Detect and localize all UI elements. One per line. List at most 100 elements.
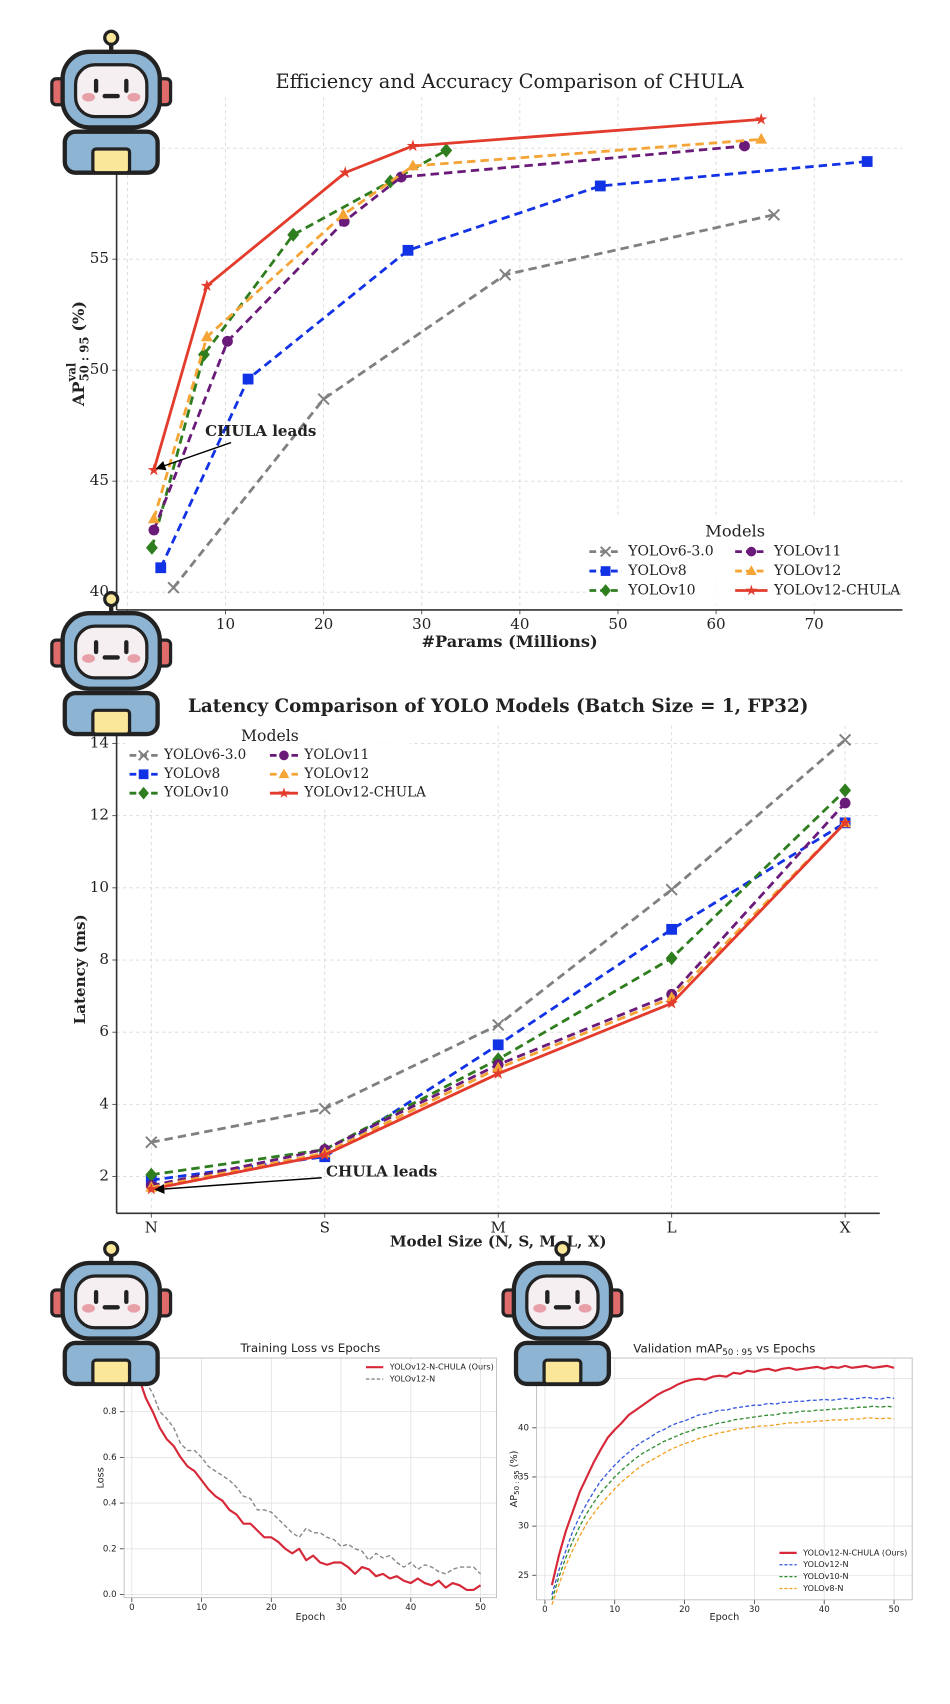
marker [492, 1018, 505, 1032]
x-axis-label: #Params (Millions) [421, 632, 597, 651]
y-tick-label: 0.4 [103, 1499, 117, 1509]
x-tick-label: M [490, 1218, 505, 1236]
series-line [550, 1364, 895, 1586]
marker [148, 524, 160, 536]
x-tick-label: 70 [805, 615, 824, 633]
y-tick-label: 0.6 [103, 1453, 117, 1463]
marker [242, 373, 254, 385]
marker [138, 749, 150, 761]
robot [503, 1243, 622, 1384]
marker [155, 562, 167, 574]
y-tick-label: 10 [90, 878, 109, 896]
y-axis-label-unit: (%) [509, 1451, 520, 1468]
marker [594, 180, 606, 192]
robot [52, 31, 171, 172]
axis-frame [536, 1357, 913, 1601]
x-tick-label: 0 [542, 1605, 548, 1615]
y-tick-label: 30 [518, 1522, 529, 1532]
marker [600, 546, 612, 558]
x-tick-label: 10 [196, 1603, 207, 1613]
marker [600, 584, 611, 597]
legend-label: YOLOv10 [627, 582, 695, 598]
chart-title: Training Loss vs Epochs [239, 1341, 380, 1355]
marker [317, 392, 330, 406]
marker [755, 112, 768, 125]
marker [138, 769, 149, 780]
x-tick-label: L [667, 1218, 677, 1236]
y-axis-label-sub: 50 : 95 [77, 337, 91, 382]
legend-label: YOLOv8 [627, 563, 686, 579]
x-tick-label: 20 [314, 615, 333, 633]
series-line [152, 137, 762, 520]
y-tick-label: 8 [99, 950, 109, 968]
y-axis-label: Latency (ms) [71, 914, 89, 1024]
series-line [152, 144, 745, 531]
annotation: CHULA leads [205, 422, 316, 440]
annotation: CHULA leads [326, 1162, 437, 1180]
marker [600, 566, 611, 576]
legend-label: YOLOv12-N-CHULA (Ours) [802, 1547, 907, 1557]
marker [767, 208, 781, 221]
x-tick-label: 20 [679, 1605, 690, 1615]
x-tick-label: 20 [266, 1603, 277, 1613]
marker [739, 140, 750, 152]
legend-title: Models [705, 522, 765, 541]
chart-title: Efficiency and Accuracy Comparison of CH… [275, 70, 744, 93]
legend-label: YOLOv12 [303, 766, 369, 782]
legend-label: YOLOv12-N [802, 1559, 848, 1569]
annotation-arrow [154, 1177, 322, 1194]
marker [499, 268, 512, 281]
series-line [551, 1417, 895, 1605]
y-axis-label: AP50 : 95 (%) [509, 1451, 521, 1508]
marker [395, 171, 407, 183]
marker [145, 1167, 158, 1182]
marker [318, 1148, 331, 1161]
charts: 4045505560010203040506070CHULA leadsEffi… [64, 70, 913, 1623]
y-axis-label-unit: (%) [68, 301, 87, 332]
chart-title: Validation mAP50 : 95 vs Epochs [633, 1341, 815, 1358]
x-tick-label: 50 [608, 615, 627, 633]
series-line [551, 1405, 895, 1601]
chart-title-sub: 50 : 95 [722, 1347, 752, 1357]
marker [147, 512, 160, 524]
y-axis-label-sup: val [64, 362, 78, 382]
y-tick-label: 6 [99, 1022, 109, 1040]
x-tick-label: 0 [129, 1603, 135, 1613]
legend-label: YOLOv12-N [389, 1374, 435, 1384]
y-axis-label-sub: 50 : 95 [513, 1470, 521, 1495]
legend-label: YOLOv11 [303, 747, 369, 763]
marker [145, 1182, 158, 1195]
marker [746, 546, 757, 557]
x-tick-label: 30 [412, 615, 431, 633]
series-line [137, 1377, 482, 1591]
robot [52, 1243, 171, 1384]
y-tick-label: 55 [90, 249, 109, 267]
marker [318, 1102, 331, 1115]
legend-label: YOLOv12 [773, 563, 841, 579]
marker [406, 139, 420, 152]
legend-box [125, 723, 411, 807]
x-tick-label: X [840, 1218, 851, 1236]
series-line [138, 1370, 482, 1575]
marker [861, 156, 873, 167]
marker [222, 335, 233, 347]
x-axis-label: Model Size (N, S, M, L, X) [390, 1233, 607, 1251]
chart-title-unit: vs Epochs [756, 1341, 815, 1355]
axis-frame [123, 1357, 498, 1599]
legend-label: YOLOv6-3.0 [627, 544, 713, 560]
marker [145, 540, 158, 555]
marker [167, 581, 180, 594]
marker [339, 166, 352, 178]
x-tick-label: 30 [336, 1603, 347, 1613]
marker [200, 330, 213, 342]
x-tick-label: 10 [216, 615, 235, 633]
robot [52, 593, 171, 734]
y-tick-label: 2 [99, 1167, 109, 1185]
annotation-arrow [155, 441, 232, 471]
marker [145, 1136, 158, 1149]
y-tick-label: 35 [518, 1472, 529, 1482]
marker [839, 783, 852, 798]
marker [278, 768, 290, 779]
marker [492, 1067, 505, 1079]
